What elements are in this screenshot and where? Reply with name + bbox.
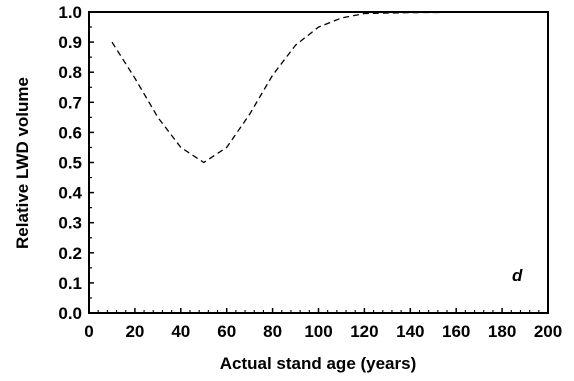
panel-label: d xyxy=(512,266,523,285)
series-layer xyxy=(111,11,548,164)
x-tick-label: 80 xyxy=(263,322,282,341)
y-axis-title: Relative LWD volume xyxy=(13,77,32,249)
y-tick-label: 0.1 xyxy=(58,274,82,293)
y-tick-label: 0.0 xyxy=(58,304,82,323)
y-tick-label: 0.2 xyxy=(58,244,82,263)
x-axis-ticks: 0 20 40 60 80 100 120 140 160 180 200 xyxy=(84,308,562,341)
y-tick-label: 0.8 xyxy=(58,63,82,82)
x-tick-label: 200 xyxy=(534,322,562,341)
y-tick-label: 1.0 xyxy=(58,3,82,22)
x-tick-label: 120 xyxy=(350,322,378,341)
x-tick-label: 140 xyxy=(396,322,424,341)
y-tick-label: 0.3 xyxy=(58,214,82,233)
series-line xyxy=(111,11,548,164)
y-tick-label: 0.6 xyxy=(58,123,82,142)
y-axis-ticks: 0.0 0.1 0.2 0.3 0.4 0.5 0.6 0.7 0.8 0.9 1.0 xyxy=(58,3,94,323)
plot-area-frame xyxy=(88,11,549,314)
y-tick-label: 0.7 xyxy=(58,93,82,112)
x-tick-label: 0 xyxy=(84,322,93,341)
y-tick-label: 0.5 xyxy=(58,154,82,173)
x-tick-label: 180 xyxy=(488,322,516,341)
x-tick-label: 60 xyxy=(217,322,236,341)
x-tick-label: 20 xyxy=(125,322,144,341)
x-tick-label: 40 xyxy=(171,322,190,341)
y-tick-label: 0.9 xyxy=(58,33,82,52)
x-tick-label: 160 xyxy=(442,322,470,341)
y-tick-label: 0.4 xyxy=(58,184,82,203)
x-tick-label: 100 xyxy=(304,322,332,341)
x-axis-title: Actual stand age (years) xyxy=(220,354,417,373)
